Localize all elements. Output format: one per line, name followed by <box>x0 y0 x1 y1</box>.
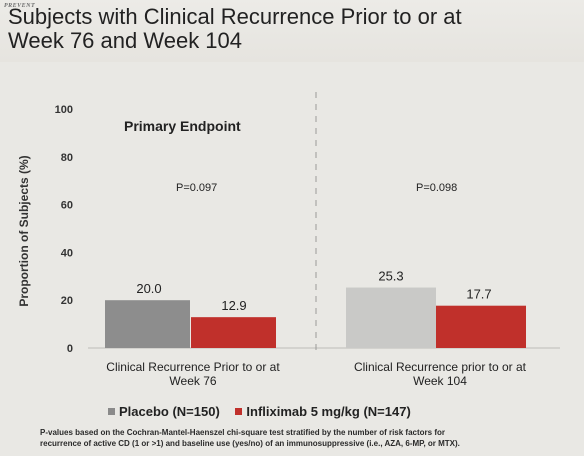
bar-value-label: 12.9 <box>221 298 246 313</box>
y-tick-label: 20 <box>61 295 73 307</box>
bar-value-label: 25.3 <box>378 269 403 284</box>
p-value-week-104: P=0.098 <box>416 182 458 194</box>
y-tick-label: 100 <box>55 104 73 116</box>
footnote-line-2: recurrence of active CD (1 or >1) and ba… <box>40 439 460 448</box>
legend-swatch-infliximab <box>235 408 243 415</box>
primary-endpoint-label: Primary Endpoint <box>124 118 241 134</box>
legend: Placebo (N=150) Infliximab 5 mg/kg (N=14… <box>108 404 528 419</box>
legend-label-infliximab: Infliximab 5 mg/kg (N=147) <box>246 404 411 419</box>
bar-value-label: 20.0 <box>136 281 161 296</box>
legend-swatch-placebo <box>108 408 115 415</box>
category-label-line: Week 104 <box>413 374 467 388</box>
bar <box>105 300 190 348</box>
bar <box>436 305 526 348</box>
category-label-week-104: Clinical Recurrence prior to or at Week … <box>322 360 558 388</box>
y-tick-label: 60 <box>61 200 73 212</box>
legend-item-infliximab: Infliximab 5 mg/kg (N=147) <box>235 404 411 419</box>
category-label-week-76: Clinical Recurrence Prior to or at Week … <box>80 360 306 388</box>
y-tick-label: 40 <box>61 247 73 259</box>
bar <box>346 287 436 348</box>
category-label-line: Clinical Recurrence Prior to or at <box>106 360 280 374</box>
slide-title: Subjects with Clinical Recurrence Prior … <box>8 5 578 53</box>
y-tick-label: 0 <box>67 343 73 355</box>
footnote: P-values based on the Cochran-Mantel-Hae… <box>40 427 580 449</box>
chart-area <box>0 62 584 456</box>
bar-value-label: 17.7 <box>466 287 491 302</box>
title-bar: PREVENT Subjects with Clinical Recurrenc… <box>0 0 584 62</box>
y-tick-label: 80 <box>61 152 73 164</box>
category-label-line: Week 76 <box>169 374 217 388</box>
y-axis-title: Proportion of Subjects (%) <box>17 155 31 307</box>
footnote-line-1: P-values based on the Cochran-Mantel-Hae… <box>40 428 445 437</box>
prevent-logo: PREVENT <box>4 3 36 9</box>
legend-item-placebo: Placebo (N=150) <box>108 404 220 419</box>
bar <box>191 317 276 348</box>
title-line-2: Week 76 and Week 104 <box>8 28 243 53</box>
p-value-week-76: P=0.097 <box>176 182 218 194</box>
category-label-line: Clinical Recurrence prior to or at <box>353 360 527 374</box>
title-line-1: Subjects with Clinical Recurrence Prior … <box>8 4 462 29</box>
legend-label-placebo: Placebo (N=150) <box>119 404 220 419</box>
